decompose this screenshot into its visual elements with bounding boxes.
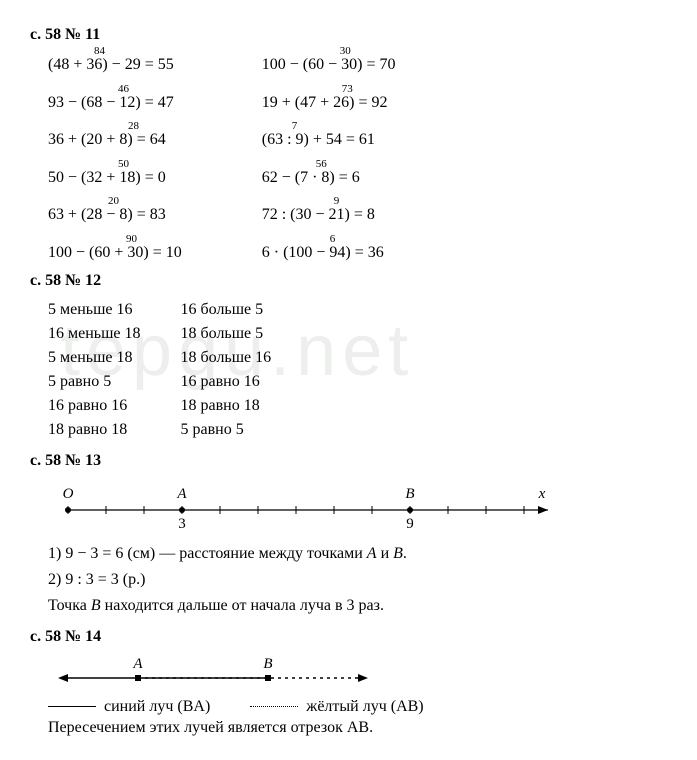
p12-columns: 5 меньше 1616 меньше 185 меньше 185 равн… — [48, 298, 667, 442]
legend-solid-label: синий луч (BA) — [104, 698, 210, 716]
comparison-line: 5 меньше 16 — [48, 298, 141, 322]
expression: 93 − (68 − 12) = 4746 — [48, 90, 182, 116]
comparison-line: 5 меньше 18 — [48, 346, 141, 370]
expression: 63 + (28 − 8) = 8320 — [48, 202, 182, 228]
svg-text:O: O — [63, 486, 74, 502]
intermediate-result: 90 — [126, 231, 137, 249]
intermediate-result: 7 — [292, 118, 298, 136]
legend-solid-line — [48, 706, 96, 707]
expression: 100 − (60 − 30) = 7030 — [262, 52, 396, 78]
comparison-line: 5 равно 5 — [181, 418, 272, 442]
p13-line: 1) 9 − 3 = 6 (см) — расстояние между точ… — [48, 542, 667, 566]
intermediate-result: 28 — [128, 118, 139, 136]
expression: 100 − (60 + 30) = 1090 — [48, 240, 182, 266]
expression: (48 + 36) − 29 = 5584 — [48, 52, 182, 78]
svg-text:B: B — [263, 656, 272, 672]
p14-footer: Пересечением этих лучей является отрезок… — [48, 716, 667, 740]
p13-text: 1) 9 − 3 = 6 (см) — расстояние между точ… — [48, 542, 667, 618]
intermediate-result: 56 — [316, 156, 327, 174]
comparison-line: 18 больше 5 — [181, 322, 272, 346]
comparison-line: 16 равно 16 — [48, 394, 141, 418]
svg-text:A: A — [132, 656, 143, 672]
expression: (63 : 9) + 54 = 617 — [262, 127, 396, 153]
comparison-line: 18 равно 18 — [48, 418, 141, 442]
expression: 36 + (20 + 8) = 6428 — [48, 127, 182, 153]
expression: 19 + (47 + 26) = 9273 — [262, 90, 396, 116]
p13-line: 2) 9 : 3 = 3 (р.) — [48, 568, 667, 592]
heading-13: с. 58 № 13 — [30, 452, 667, 470]
intermediate-result: 73 — [342, 81, 353, 99]
svg-text:B: B — [405, 486, 414, 502]
intermediate-result: 46 — [118, 81, 129, 99]
p11-left-col: (48 + 36) − 29 = 5584 93 − (68 − 12) = 47… — [48, 52, 182, 266]
heading-12: с. 58 № 12 — [30, 272, 667, 290]
intermediate-result: 50 — [118, 156, 129, 174]
expression: 50 − (32 + 18) = 050 — [48, 165, 182, 191]
rays-diagram: AB — [48, 654, 408, 694]
svg-text:3: 3 — [178, 516, 186, 532]
p11-right-col: 100 − (60 − 30) = 7030 19 + (47 + 26) = 9… — [262, 52, 396, 266]
comparison-line: 18 больше 16 — [181, 346, 272, 370]
expression: 72 : (30 − 21) = 89 — [262, 202, 396, 228]
page-content: с. 58 № 11 (48 + 36) − 29 = 5584 93 − (68… — [30, 26, 667, 740]
comparison-line: 16 больше 5 — [181, 298, 272, 322]
expression: 62 − (7 · 8) = 656 — [262, 165, 396, 191]
comparison-line: 18 равно 18 — [181, 394, 272, 418]
legend-dotted-line — [250, 706, 298, 707]
p12-left-col: 5 меньше 1616 меньше 185 меньше 185 равн… — [48, 298, 141, 442]
expression: 6 · (100 − 94) = 366 — [262, 240, 396, 266]
p11-columns: (48 + 36) − 29 = 5584 93 − (68 − 12) = 47… — [48, 52, 667, 266]
heading-11: с. 58 № 11 — [30, 26, 667, 44]
p12-right-col: 16 больше 518 больше 518 больше 1616 рав… — [181, 298, 272, 442]
comparison-line: 16 равно 16 — [181, 370, 272, 394]
legend-row: синий луч (BA) жёлтый луч (AB) — [48, 698, 667, 716]
comparison-line: 16 меньше 18 — [48, 322, 141, 346]
intermediate-result: 9 — [334, 193, 340, 211]
legend-dotted-label: жёлтый луч (AB) — [306, 698, 423, 716]
svg-text:A: A — [176, 486, 187, 502]
number-line: O A Bx 3 9 — [48, 478, 568, 538]
svg-text:x: x — [538, 486, 546, 502]
intermediate-result: 84 — [94, 43, 105, 61]
p13-line: Точка B находится дальше от начала луча … — [48, 594, 667, 618]
p14-footer-text: Пересечением этих лучей является отрезок… — [48, 719, 373, 736]
intermediate-result: 6 — [330, 231, 336, 249]
intermediate-result: 30 — [340, 43, 351, 61]
intermediate-result: 20 — [108, 193, 119, 211]
heading-14: с. 58 № 14 — [30, 628, 667, 646]
svg-text:9: 9 — [406, 516, 414, 532]
comparison-line: 5 равно 5 — [48, 370, 141, 394]
